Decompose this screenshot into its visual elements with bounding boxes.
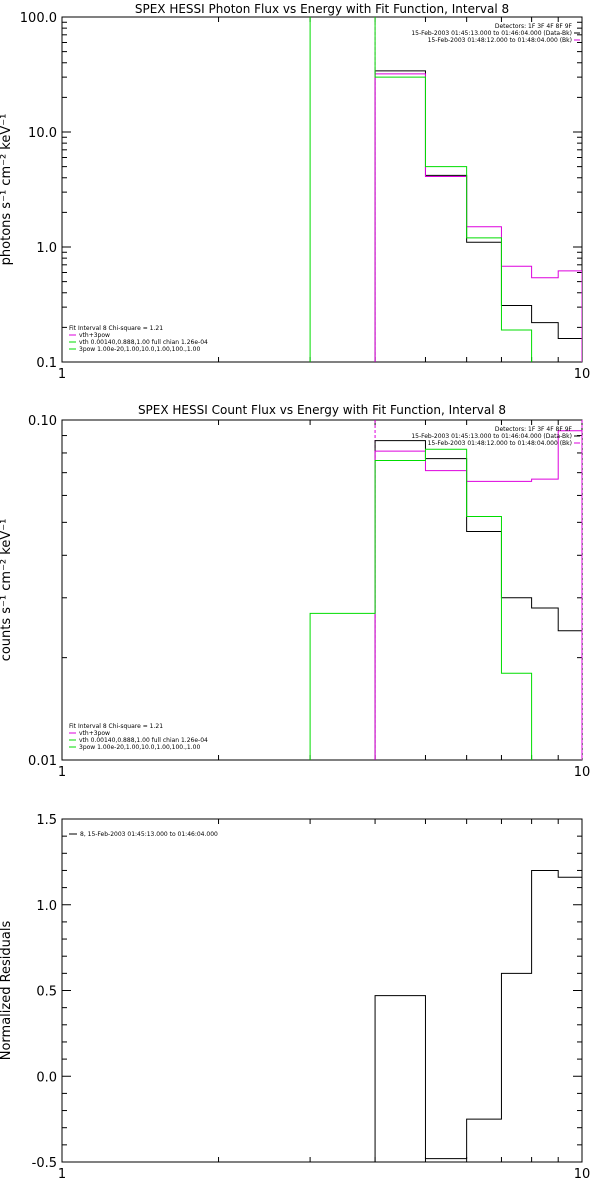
chart-title: SPEX HESSI Photon Flux vs Energy with Fi… (135, 2, 509, 16)
y-tick-label: 0.1 (36, 356, 57, 371)
legend-entry: 3pow 1.00e-20,1.00,10.0,1.00,100.,1.00 (79, 346, 200, 353)
panel-2: SPEX HESSI Count Flux vs Energy with Fit… (0, 403, 590, 780)
y-axis-label: counts s⁻¹ cm⁻² keV⁻¹ (0, 519, 14, 662)
plot-frame (61, 419, 583, 761)
info-line: Detectors: 1F 3F 4F 8F 9F (495, 23, 573, 30)
series-vth (309, 17, 582, 362)
series-model (374, 430, 582, 760)
series-residuals (374, 869, 582, 1162)
legend-entry: 8, 15-Feb-2003 01:45:13.000 to 01:46:04.… (80, 831, 218, 838)
plot-frame (61, 818, 583, 1163)
y-tick-label: 1.0 (36, 241, 57, 256)
legend-entry: vth+3pow (79, 730, 110, 737)
series-data (374, 70, 582, 362)
panel-3: Normalized Residuals 1 10 -0.5 0.0 0.5 1.0 1.5 8… (0, 813, 590, 1182)
x-tick-label: 10 (574, 1167, 591, 1182)
info-line: 15-Feb-2003 01:45:13.000 to 01:46:04.000… (411, 30, 572, 37)
info-line: Detectors: 1F 3F 4F 8F 9F (495, 426, 573, 433)
legend-entry: vth 0.00140,0.888,1.00 full chian 1.26e-… (79, 339, 208, 346)
legend-entry: vth+3pow (79, 332, 110, 339)
y-tick-label: 10.0 (28, 126, 57, 141)
legend-entry: Fit Interval 8 Chi-square = 1.21 (69, 723, 163, 730)
info-line: 15-Feb-2003 01:48:12.000 to 01:48:04.000… (428, 37, 572, 44)
series-model (374, 73, 582, 362)
y-axis-label: photons s⁻¹ cm⁻² keV⁻¹ (0, 114, 14, 266)
x-tick-label: 1 (58, 1167, 66, 1182)
y-tick-label: 0.5 (36, 985, 57, 1000)
plot-frame (61, 16, 583, 363)
legend-entry: 3pow 1.00e-20,1.00,10.0,1.00,100.,1.00 (79, 744, 200, 751)
y-tick-label: 0.10 (28, 414, 57, 429)
info-line: 15-Feb-2003 01:45:13.000 to 01:46:04.000… (411, 433, 572, 440)
y-tick-label: -0.5 (32, 1156, 57, 1171)
y-axis-label: Normalized Residuals (0, 921, 14, 1061)
x-tick-label: 1 (58, 765, 66, 780)
y-tick-label: 100.0 (20, 11, 57, 26)
chart-title: SPEX HESSI Count Flux vs Energy with Fit… (138, 403, 506, 417)
series-data (374, 440, 582, 760)
y-tick-label: 1.0 (36, 899, 57, 914)
legend-entry: vth 0.00140,0.888,1.00 full chian 1.26e-… (79, 737, 208, 744)
info-line: 15-Feb-2003 01:48:12.000 to 01:48:04.000… (428, 440, 572, 447)
y-tick-label: 0.0 (36, 1070, 57, 1085)
y-tick-label: 1.5 (36, 813, 57, 828)
y-tick-label: 0.01 (28, 754, 57, 769)
x-tick-label: 1 (58, 367, 66, 382)
series-vth (309, 448, 559, 760)
panel-1: SPEX HESSI Photon Flux vs Energy with Fi… (0, 2, 590, 382)
legend-entry: Fit Interval 8 Chi-square = 1.21 (69, 325, 163, 332)
x-tick-label: 10 (574, 367, 591, 382)
x-tick-label: 10 (574, 765, 591, 780)
